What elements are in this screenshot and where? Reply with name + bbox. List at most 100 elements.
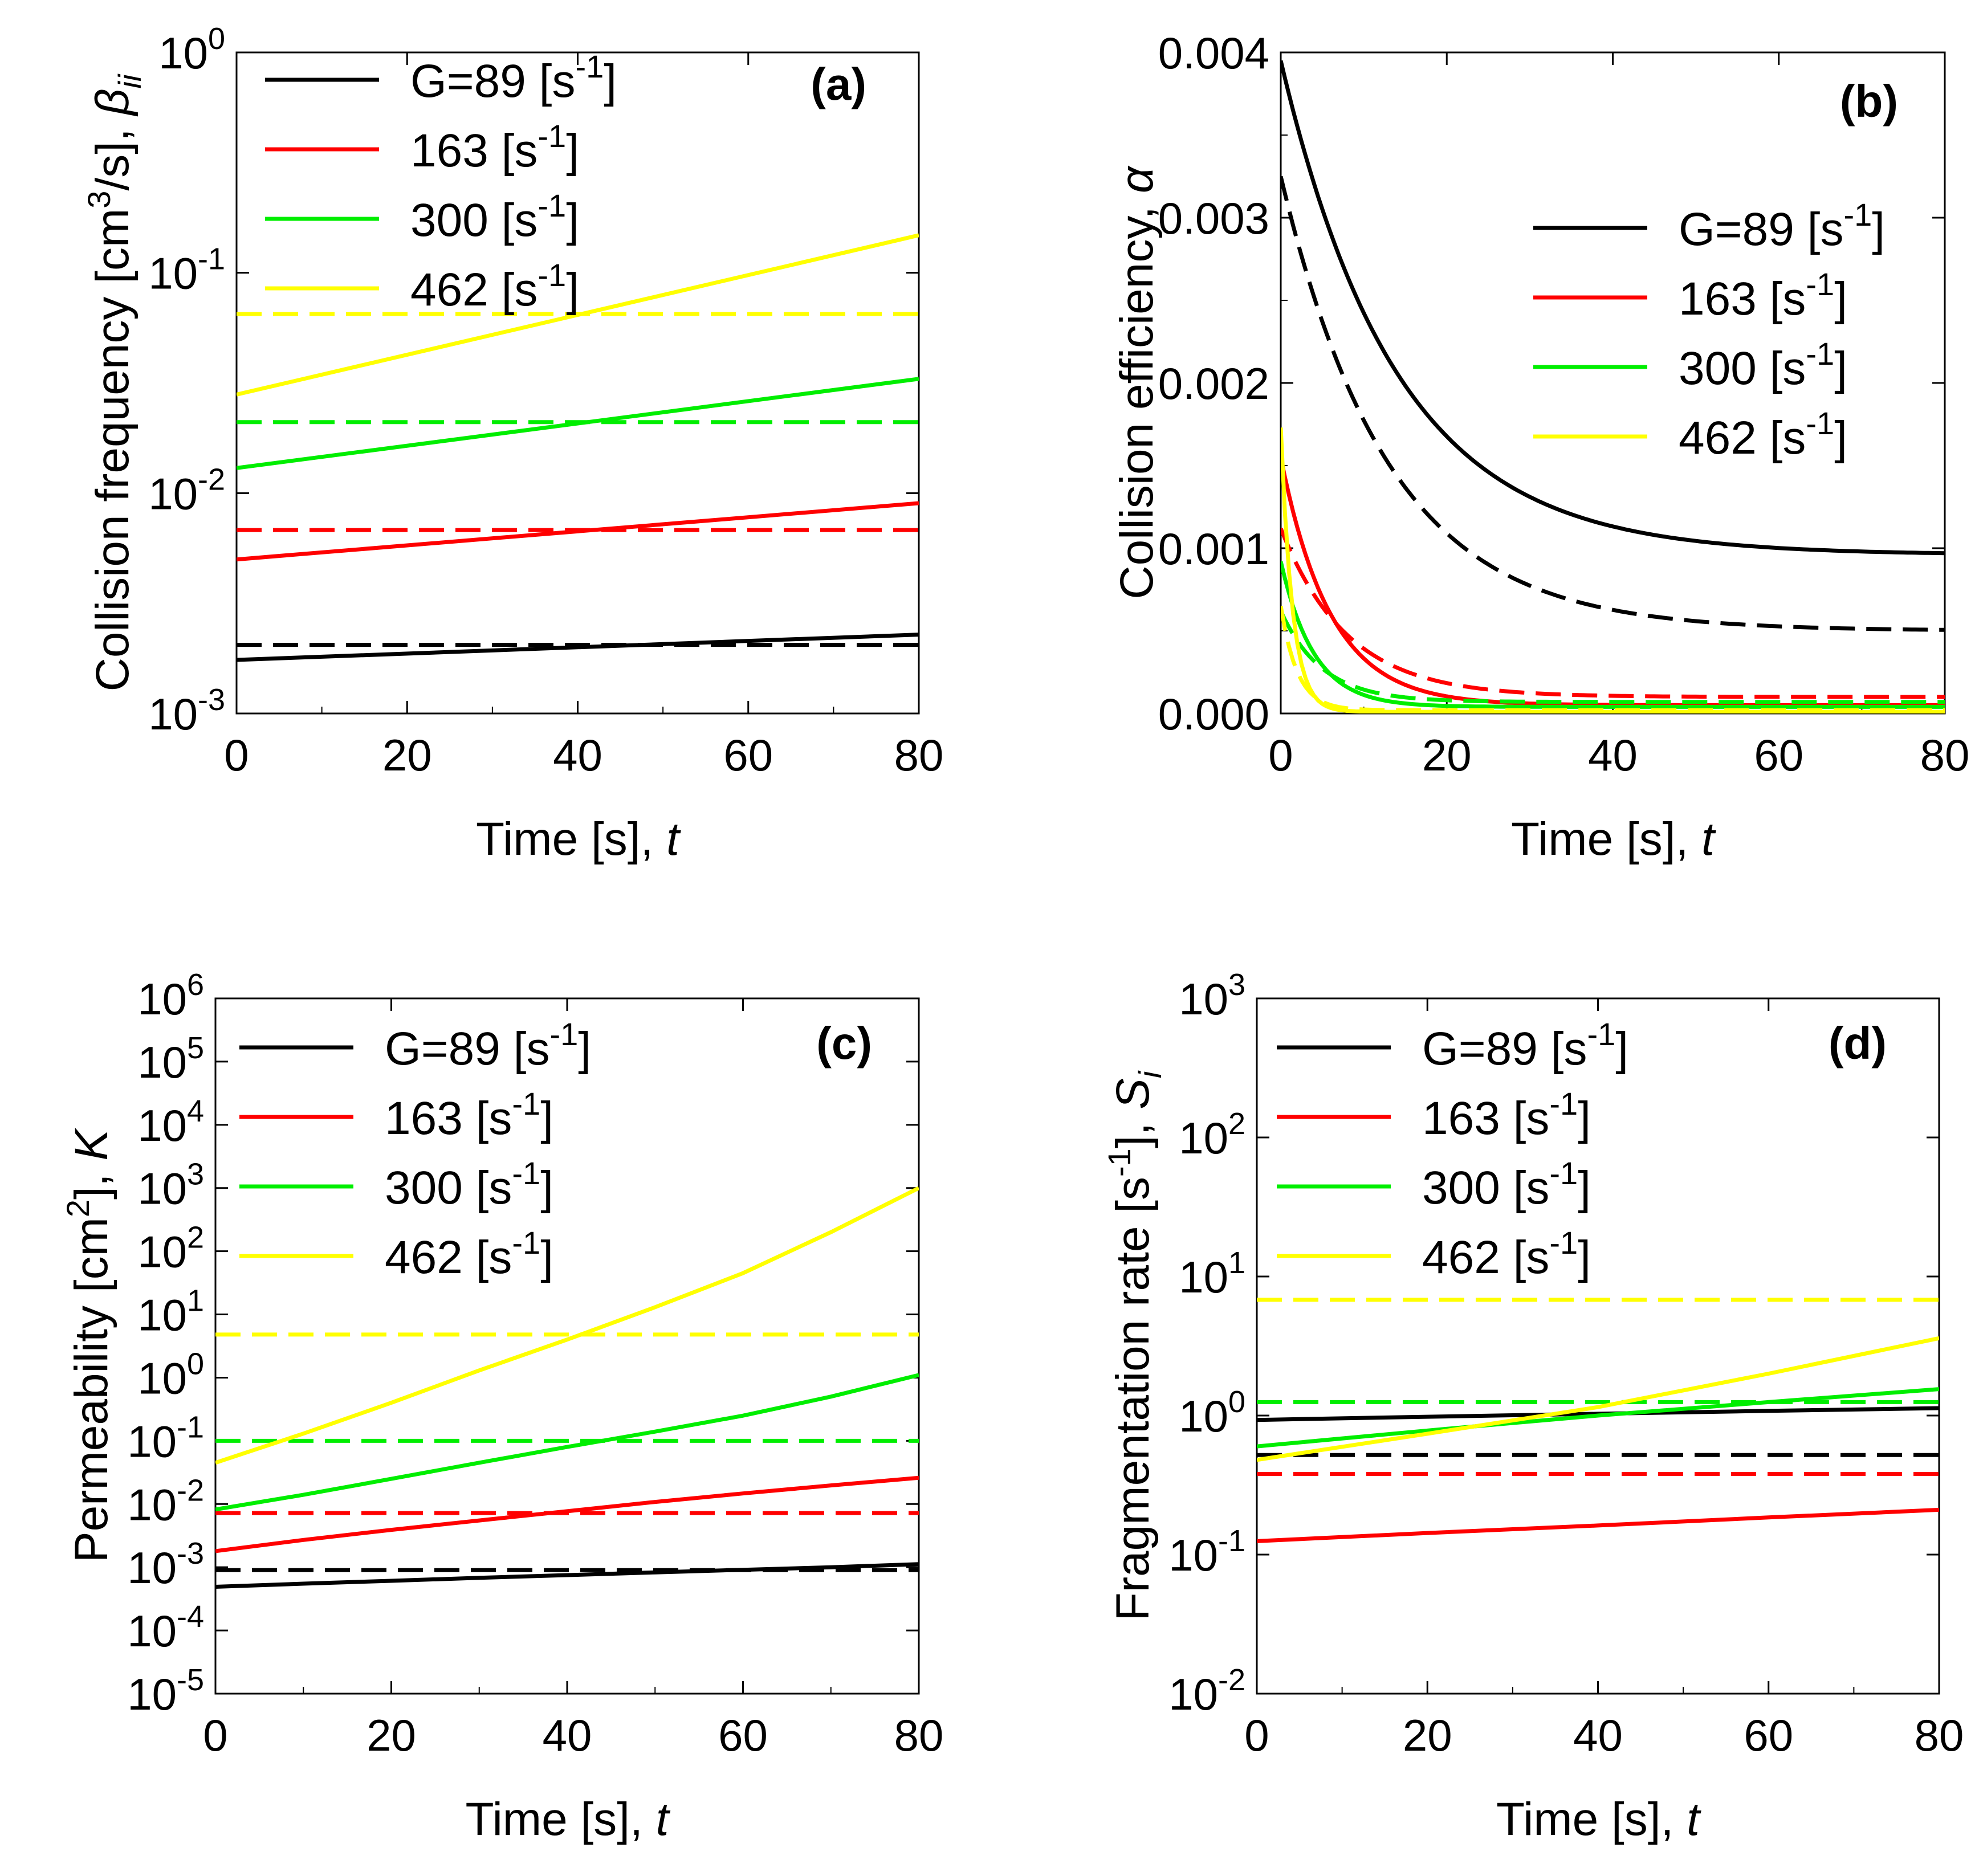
x-axis-title-text: Time [s], [476,813,666,865]
y-tick-base: 10 [137,1227,187,1277]
y-axis-title-sup: 2 [60,1200,96,1217]
y-tick-exponent: 1 [187,1284,204,1318]
y-tick-exponent: -2 [177,1473,204,1507]
y-tick-label: 0.002 [1158,358,1269,409]
y-tick-label: 103 [1179,968,1245,1024]
y-tick-exponent: 5 [187,1031,204,1065]
y-axis-title-text: Collision efficiency, [1111,193,1163,599]
legend-label-sup: -1 [575,48,604,84]
y-axis-title-var: β [87,89,139,117]
series-G89-solid-line [237,633,919,662]
y-tick-label: 105 [137,1031,204,1087]
y-tick-label: 101 [137,1284,204,1340]
y-axis-title: Collision frequency [cm3/s], βii [81,74,148,691]
legend-label-sup: -1 [537,257,566,293]
y-tick-base: 10 [127,1606,177,1656]
x-axis-title-text: Time [s], [1496,1793,1687,1845]
legend-label-end: ] [540,1231,553,1283]
x-axis-title-text: Time [s], [466,1793,656,1845]
legend-label-end: ] [566,125,579,177]
series-group [1281,60,1945,713]
legend-label-text: 300 [s [410,194,537,246]
legend-label: 300 [s-1] [1422,1155,1591,1214]
chart-panel-b: 0 20 40 60 80 0.000 0.001 0.002 0.003 0.004 Time [… [1111,28,1969,865]
legend-label-sup: -1 [537,118,566,154]
y-tick-base: 10 [1168,1530,1218,1580]
y-axis-title-sub: ii [112,74,148,88]
legend-label-end: ] [540,1092,553,1144]
y-tick-label: 104 [137,1094,204,1151]
y-tick-base: 10 [127,1669,177,1719]
x-tick-label: 60 [723,730,773,780]
y-axis-title-var: S [1107,1078,1159,1110]
y-tick-exponent: -1 [1218,1524,1245,1558]
legend-label-text: G=89 [s [1422,1023,1587,1075]
legend-label: G=89 [s-1] [385,1016,591,1075]
y-tick-exponent: 0 [187,1347,204,1381]
legend-label-end: ] [578,1023,591,1075]
y-tick-label: 0.003 [1158,193,1269,243]
y-tick-label: 0.000 [1158,689,1269,739]
y-axis-title-var: K [66,1128,117,1161]
series-G89-dashed-line [1281,176,1945,632]
series-300-solid-line [1257,1387,1939,1449]
series-163-dashed-line [1281,527,1945,699]
x-tick-label: 20 [367,1710,416,1760]
y-tick-base: 10 [1179,1252,1228,1302]
legend-label-sup: -1 [549,1016,578,1052]
y-tick-exponent: 4 [187,1094,204,1128]
series-462-solid-line [215,1186,919,1465]
y-tick-exponent: 3 [1228,968,1245,1002]
series-group [215,1186,919,1589]
y-tick-label: 100 [1179,1385,1245,1441]
legend-label-end: ] [1834,273,1847,325]
y-axis-title-text: Permeability [cm [66,1217,117,1563]
y-tick-exponent: 0 [1228,1385,1245,1419]
panel-label: (d) [1829,1018,1887,1068]
legend-label-sup: -1 [1806,336,1834,372]
x-axis-title-var: t [656,1793,671,1845]
series-462-dashed-line [1281,605,1945,712]
x-tick-label: 80 [894,730,944,780]
y-tick-base: 10 [137,1353,187,1403]
legend-label: 300 [s-1] [1679,336,1847,394]
y-tick-exponent: -1 [198,242,225,276]
y-tick-base: 10 [127,1479,177,1530]
chart-panel-c: 0 20 40 60 8010-510-410-310-210-110010110210… [60,968,943,1845]
y-axis-title: Permeability [cm2], K [60,1128,117,1563]
y-axis-title-after: /s], [87,115,139,190]
x-axis-title-text: Time [s], [1511,813,1701,865]
y-tick-base: 10 [137,1164,187,1214]
legend-label-text: 300 [s [385,1162,512,1214]
y-tick-label: 10-2 [1168,1663,1245,1719]
x-tick-label: 0 [203,1710,227,1760]
legend-label: 163 [s-1] [1679,266,1847,325]
y-axis-title-sup: 3 [81,191,117,209]
legend-label-sup: -1 [1806,405,1834,441]
y-tick-base: 10 [1179,1113,1228,1163]
x-tick-label: 20 [1422,730,1472,780]
y-tick-label: 106 [137,968,204,1024]
x-tick-label: 60 [718,1710,768,1760]
y-tick-label: 102 [137,1221,204,1277]
legend-label-text: 163 [s [1422,1092,1549,1144]
y-tick-base: 10 [148,468,198,519]
legend-label-text: 462 [s [410,264,537,316]
legend-label: 163 [s-1] [1422,1086,1591,1144]
x-tick-label: 60 [1744,1710,1793,1760]
legend-label-sup: -1 [1587,1016,1615,1052]
x-tick-label: 0 [224,730,249,780]
series-group [1257,1298,1939,1543]
series-G89-solid-line [1281,60,1945,556]
legend-label-end: ] [1578,1231,1591,1283]
legend-label: 300 [s-1] [385,1155,553,1214]
legend: G=89 [s-1]163 [s-1]300 [s-1]462 [s-1] [265,48,617,316]
legend-label-end: ] [604,55,617,107]
y-tick-exponent: -2 [1218,1663,1245,1697]
series-300-solid-line [215,1373,919,1512]
legend-label: G=89 [s-1] [1679,197,1885,255]
x-tick-label: 0 [1268,730,1293,780]
x-tick-label: 40 [1588,730,1638,780]
y-tick-base: 10 [137,974,187,1024]
series-G89-solid-line [215,1562,919,1589]
